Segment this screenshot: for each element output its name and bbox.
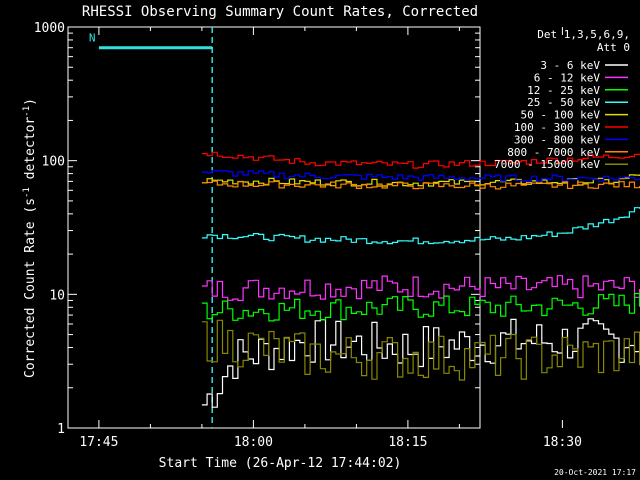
y-label-mid: detector <box>23 117 38 188</box>
y-axis: 1 10 100 1000 <box>34 21 480 437</box>
legend-label: 100 - 300 keV <box>514 121 600 134</box>
y-label-main: Corrected Count Rate (s <box>23 198 38 378</box>
y-tick-label: 100 <box>42 155 65 170</box>
plot-frame <box>67 26 481 429</box>
y-label-end: ) <box>23 98 38 106</box>
y-tick-label: 10 <box>49 288 65 303</box>
state-flags: NSF <box>89 32 213 50</box>
legend-label: 3 - 6 keV <box>540 59 600 72</box>
series-line <box>201 169 640 182</box>
series-line <box>201 180 640 190</box>
series-line <box>201 174 640 187</box>
x-tick-label: 17:45 <box>79 435 118 450</box>
y-axis-label: Corrected Count Rate (s-1 detector-1) <box>22 98 38 378</box>
timestamp: 20-Oct-2021 17:17 <box>554 468 636 477</box>
x-tick-label: 18:30 <box>543 435 582 450</box>
series-line <box>201 207 640 245</box>
y-tick-label: 1 <box>57 422 65 437</box>
legend-label: 6 - 12 keV <box>534 71 601 84</box>
series-line <box>201 275 640 302</box>
series-line <box>201 151 640 169</box>
x-tick-label: 18:15 <box>388 435 427 450</box>
series-line <box>201 319 640 381</box>
x-tick-label: 18:00 <box>234 435 273 450</box>
legend-label: 12 - 25 keV <box>527 84 600 97</box>
legend-label: 800 - 7000 keV <box>507 146 600 159</box>
legend-header-attenuator: Att 0 <box>597 41 630 54</box>
series-line <box>201 318 640 408</box>
legend-label: 50 - 100 keV <box>521 109 601 122</box>
y-label-sup-2: -1 <box>22 106 32 117</box>
flag-label: N <box>89 32 96 45</box>
chart-title: RHESSI Observing Summary Count Rates, Co… <box>82 4 478 20</box>
legend-label: 7000 - 15000 keV <box>494 158 600 171</box>
legend-header-detectors: Det 1,3,5,6,9, <box>537 28 630 41</box>
y-label-sup-1: -1 <box>22 187 32 198</box>
x-axis-label: Start Time (26-Apr-12 17:44:02) <box>159 456 402 471</box>
series-line <box>201 292 640 322</box>
plot-border <box>67 26 481 429</box>
legend-label: 300 - 800 keV <box>514 133 600 146</box>
series-group <box>201 151 640 408</box>
y-tick-label: 1000 <box>34 21 65 36</box>
legend-label: 25 - 50 keV <box>527 96 600 109</box>
